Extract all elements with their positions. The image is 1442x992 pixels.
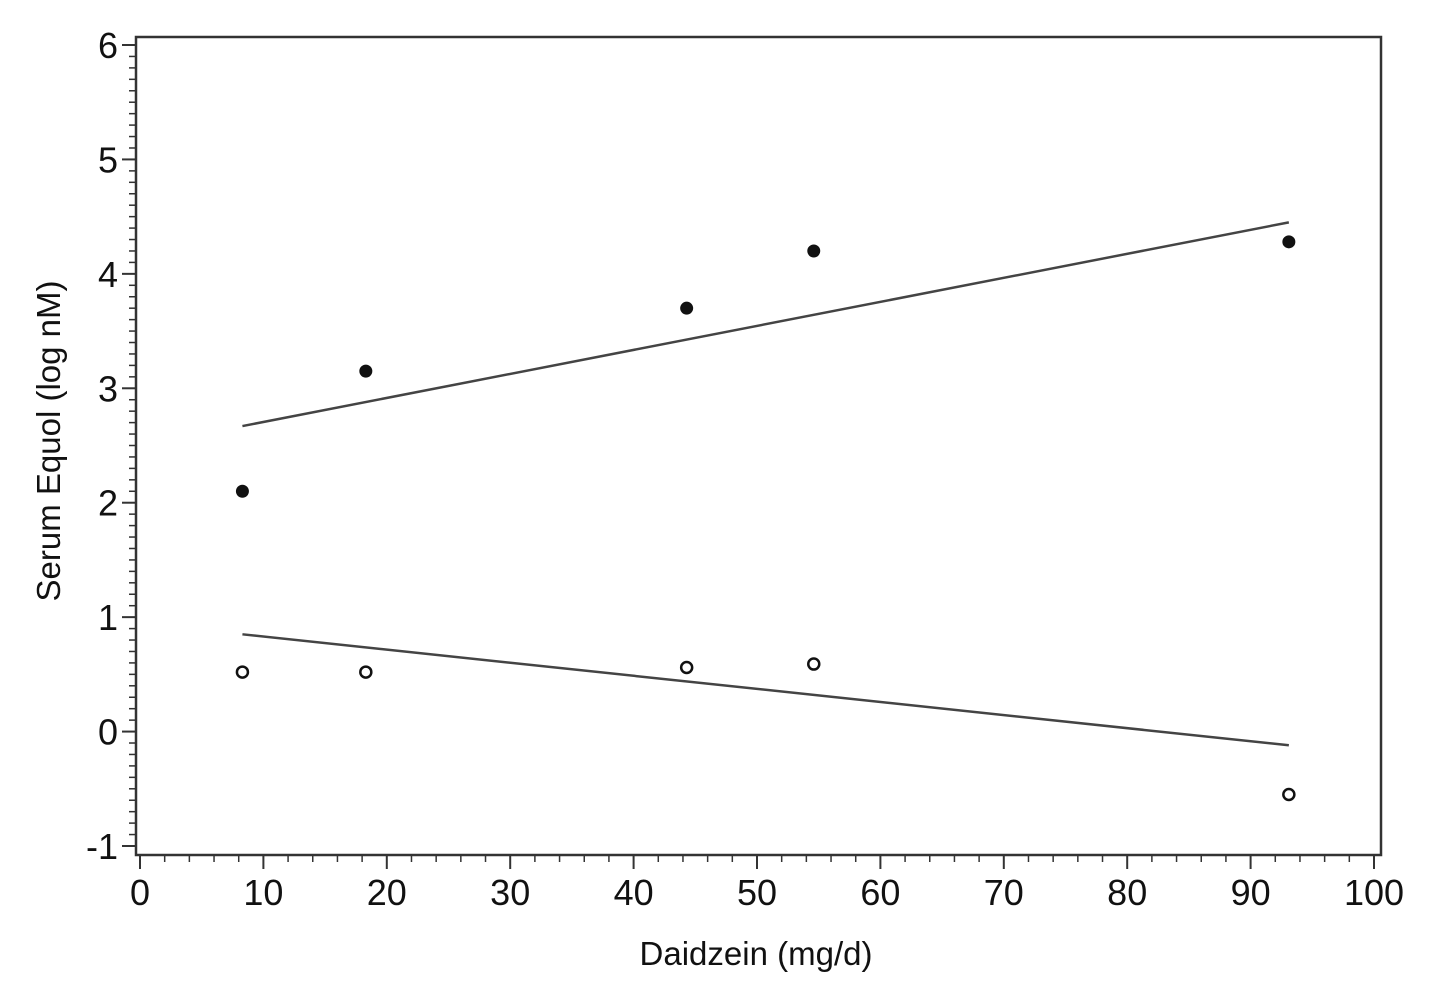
x-tick-label: 40 [614, 872, 654, 913]
filled-data-point [680, 301, 694, 315]
y-axis-title: Serum Equol (log nM) [30, 281, 67, 602]
y-tick-label: 5 [98, 139, 118, 180]
filled-data-point [235, 484, 249, 498]
filled-data-point [1282, 235, 1296, 249]
y-tick-label: 0 [98, 712, 118, 753]
fit-line-1 [242, 221, 1290, 428]
open-data-point [1282, 787, 1296, 802]
x-tick-label: 90 [1231, 872, 1271, 913]
regression-lines [242, 221, 1290, 747]
x-tick-label: 50 [737, 872, 777, 913]
x-tick-label: 80 [1107, 872, 1147, 913]
filled-data-point [807, 244, 821, 258]
x-tick-label: 100 [1344, 872, 1404, 913]
y-tick-label: 3 [98, 368, 118, 409]
x-tick-label: 30 [490, 872, 530, 913]
data-points [235, 235, 1296, 802]
filled-data-point [359, 364, 373, 378]
x-tick-label: 70 [984, 872, 1024, 913]
y-tick-label: 2 [98, 483, 118, 524]
x-tick-label: 20 [367, 872, 407, 913]
x-tick-label: 0 [130, 872, 150, 913]
open-data-point [235, 665, 250, 679]
y-tick-label: 4 [98, 254, 118, 295]
open-data-point [807, 657, 821, 671]
x-tick-label: 10 [243, 872, 283, 913]
x-axis-ticks: 0 10 20 30 40 50 60 70 80 90 100 [130, 855, 1404, 913]
plot-frame [134, 35, 1383, 857]
y-tick-label: 1 [98, 597, 118, 638]
y-tick-label: 6 [98, 25, 118, 66]
fit-line-2 [242, 633, 1289, 747]
y-axis-ticks: -1 0 1 2 3 4 5 6 [86, 25, 136, 867]
open-data-point [679, 660, 694, 675]
y-tick-label: -1 [86, 826, 118, 867]
x-tick-label: 60 [860, 872, 900, 913]
open-data-point [359, 665, 373, 679]
x-axis-title: Daidzein (mg/d) [640, 935, 873, 972]
